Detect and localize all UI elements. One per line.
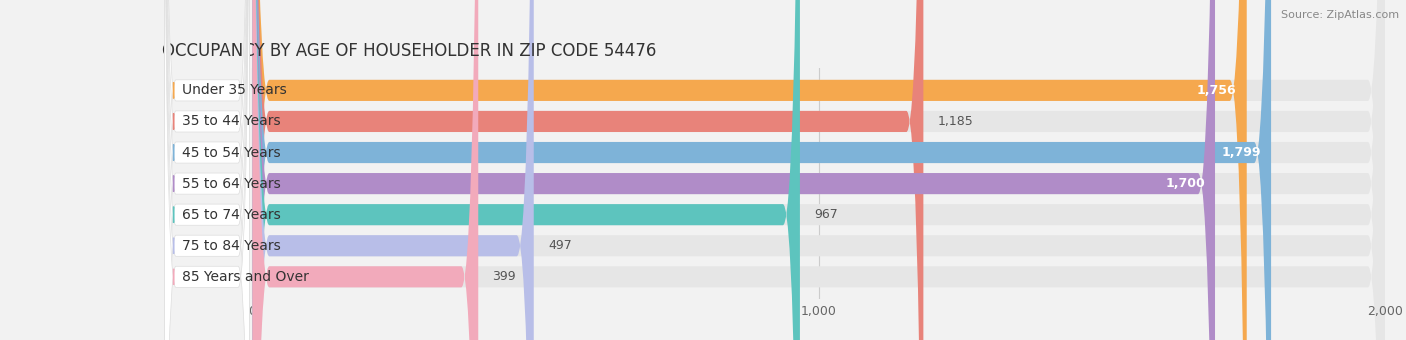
Text: 75 to 84 Years: 75 to 84 Years (181, 239, 280, 253)
FancyBboxPatch shape (252, 0, 1385, 340)
Text: 55 to 64 Years: 55 to 64 Years (181, 176, 280, 191)
FancyBboxPatch shape (165, 0, 249, 340)
FancyBboxPatch shape (165, 0, 249, 340)
Text: 85 Years and Over: 85 Years and Over (181, 270, 308, 284)
Text: 497: 497 (548, 239, 572, 252)
Text: 1,799: 1,799 (1222, 146, 1261, 159)
FancyBboxPatch shape (252, 0, 1385, 340)
Text: 35 to 44 Years: 35 to 44 Years (181, 115, 280, 129)
Text: Under 35 Years: Under 35 Years (181, 83, 287, 97)
Text: 1,700: 1,700 (1166, 177, 1205, 190)
FancyBboxPatch shape (252, 0, 1247, 340)
Text: Source: ZipAtlas.com: Source: ZipAtlas.com (1281, 10, 1399, 20)
FancyBboxPatch shape (252, 0, 1385, 340)
Text: 45 to 54 Years: 45 to 54 Years (181, 146, 280, 159)
FancyBboxPatch shape (165, 0, 249, 340)
FancyBboxPatch shape (165, 0, 249, 340)
Text: 399: 399 (492, 270, 516, 283)
Text: 1,185: 1,185 (938, 115, 973, 128)
FancyBboxPatch shape (252, 0, 534, 340)
FancyBboxPatch shape (252, 0, 1385, 340)
FancyBboxPatch shape (165, 0, 249, 340)
FancyBboxPatch shape (252, 0, 1385, 340)
FancyBboxPatch shape (252, 0, 1385, 340)
FancyBboxPatch shape (165, 0, 249, 340)
FancyBboxPatch shape (252, 0, 1271, 340)
FancyBboxPatch shape (252, 0, 1215, 340)
Text: OCCUPANCY BY AGE OF HOUSEHOLDER IN ZIP CODE 54476: OCCUPANCY BY AGE OF HOUSEHOLDER IN ZIP C… (162, 42, 657, 60)
FancyBboxPatch shape (252, 0, 1385, 340)
FancyBboxPatch shape (252, 0, 800, 340)
Text: 65 to 74 Years: 65 to 74 Years (181, 208, 280, 222)
Text: 967: 967 (814, 208, 838, 221)
Text: 1,756: 1,756 (1197, 84, 1236, 97)
FancyBboxPatch shape (165, 0, 249, 340)
FancyBboxPatch shape (252, 0, 924, 340)
FancyBboxPatch shape (252, 0, 478, 340)
